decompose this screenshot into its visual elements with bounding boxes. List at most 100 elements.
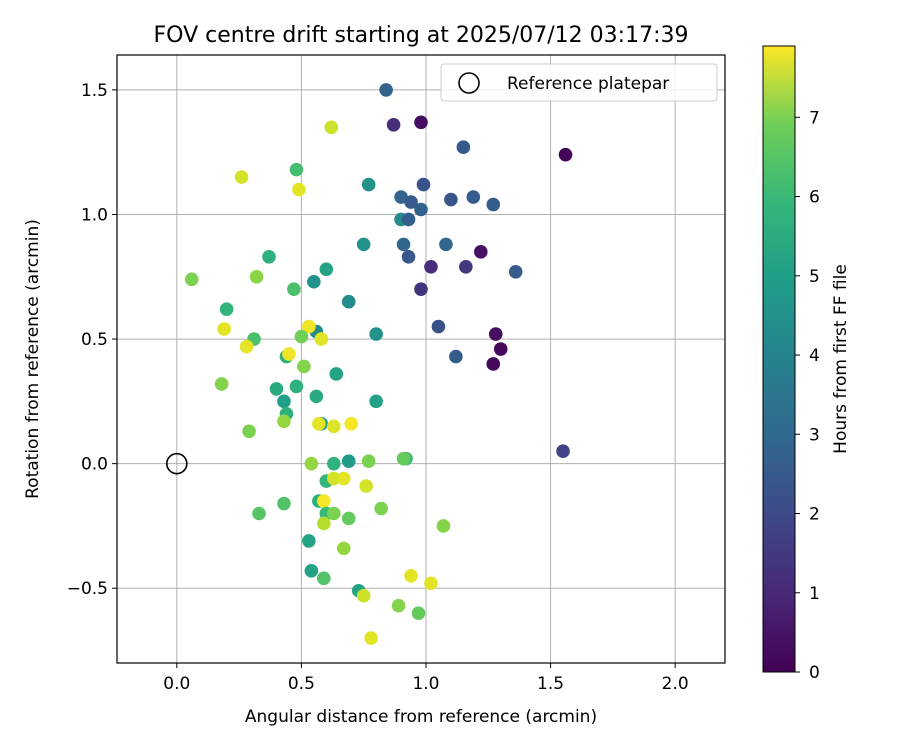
legend-marker-icon xyxy=(458,72,480,94)
x-tick-label: 0.5 xyxy=(288,674,315,694)
data-point xyxy=(444,192,458,207)
data-point xyxy=(558,147,573,162)
data-point xyxy=(326,419,341,434)
y-tick-label: 0.0 xyxy=(81,455,108,475)
data-point xyxy=(277,394,291,409)
legend-label: Reference platepar xyxy=(507,74,669,94)
data-point xyxy=(404,568,418,583)
data-point xyxy=(304,564,319,578)
data-point xyxy=(242,424,256,439)
data-point xyxy=(374,501,388,516)
colorbar-tick-label: 3 xyxy=(809,425,820,445)
data-point xyxy=(359,479,373,493)
data-point xyxy=(341,294,356,309)
colorbar-tick-label: 0 xyxy=(809,663,820,683)
data-point xyxy=(249,269,264,284)
data-points xyxy=(184,83,573,645)
data-point xyxy=(312,416,326,431)
colorbar-tick-label: 5 xyxy=(809,267,820,287)
data-point xyxy=(341,511,356,526)
x-tick-label: 1.0 xyxy=(412,674,439,694)
data-point xyxy=(424,260,438,274)
data-point xyxy=(404,195,418,209)
data-point xyxy=(252,506,266,521)
data-point xyxy=(416,177,431,192)
data-point xyxy=(262,250,276,264)
plot-frame xyxy=(116,54,726,664)
colorbar-ticks: 0 1 2 3 4 5 6 7 xyxy=(795,108,820,683)
colorbar-tick-label: 4 xyxy=(809,346,820,366)
data-point xyxy=(369,327,383,341)
data-point xyxy=(493,342,508,356)
x-axis-ticks: 0.0 0.5 1.0 1.5 2.0 xyxy=(163,663,689,694)
y-axis-ticks: −0.5 0.0 0.5 1.0 1.5 xyxy=(67,81,117,599)
data-point xyxy=(459,260,473,274)
data-point xyxy=(287,282,301,297)
data-point xyxy=(414,282,428,297)
data-point xyxy=(486,357,501,371)
colorbar-tick-label: 1 xyxy=(809,584,820,604)
y-axis-label: Rotation from reference (arcmin) xyxy=(23,219,43,499)
data-point xyxy=(317,571,331,586)
reference-point xyxy=(166,452,188,475)
data-point xyxy=(456,140,471,154)
data-point xyxy=(411,606,426,620)
data-point xyxy=(488,327,503,341)
data-point xyxy=(356,237,371,252)
data-point xyxy=(292,182,306,197)
data-point xyxy=(302,319,316,334)
data-point xyxy=(344,416,359,431)
data-point xyxy=(414,115,428,130)
x-tick-label: 1.5 xyxy=(537,674,564,694)
data-point xyxy=(341,454,356,468)
data-point xyxy=(401,212,416,227)
data-point xyxy=(282,347,296,361)
data-point xyxy=(401,250,416,264)
data-point xyxy=(319,262,334,277)
data-point xyxy=(277,414,291,429)
x-tick-label: 2.0 xyxy=(662,674,689,694)
colorbar-tick-label: 6 xyxy=(809,188,820,208)
colorbar-tick-label: 7 xyxy=(809,108,820,128)
data-point xyxy=(214,377,229,391)
data-point xyxy=(307,274,321,289)
data-point xyxy=(336,471,351,486)
y-tick-label: −0.5 xyxy=(67,579,108,599)
data-point xyxy=(234,170,249,184)
data-point xyxy=(424,576,438,591)
data-point xyxy=(304,456,319,471)
data-point xyxy=(317,516,331,531)
data-point xyxy=(396,451,411,466)
data-point xyxy=(508,264,523,279)
data-point xyxy=(386,117,401,132)
data-point xyxy=(326,456,341,471)
data-point xyxy=(309,389,324,404)
data-point xyxy=(391,598,406,613)
data-point xyxy=(436,519,451,533)
data-point xyxy=(556,444,570,458)
data-point xyxy=(466,190,481,204)
data-point xyxy=(294,329,309,344)
reference-marker xyxy=(166,452,188,475)
legend-box xyxy=(440,63,718,102)
colorbar-tick-label: 2 xyxy=(809,505,820,525)
data-point xyxy=(396,237,411,252)
data-point xyxy=(302,534,316,548)
data-point xyxy=(277,496,291,511)
y-tick-label: 1.0 xyxy=(81,205,108,225)
data-point xyxy=(369,394,383,409)
data-point xyxy=(239,339,254,354)
data-point xyxy=(439,237,453,252)
data-point xyxy=(317,494,331,508)
x-axis-label: Angular distance from reference (arcmin) xyxy=(245,707,597,727)
data-point xyxy=(314,332,329,346)
data-point xyxy=(379,83,393,97)
data-point xyxy=(184,272,199,287)
data-point xyxy=(414,202,428,217)
data-point xyxy=(361,454,376,468)
data-point xyxy=(336,541,351,556)
data-point xyxy=(361,177,376,192)
data-point xyxy=(449,349,463,364)
data-point xyxy=(324,120,339,135)
chart-title: FOV centre drift starting at 2025/07/12 … xyxy=(154,23,689,48)
